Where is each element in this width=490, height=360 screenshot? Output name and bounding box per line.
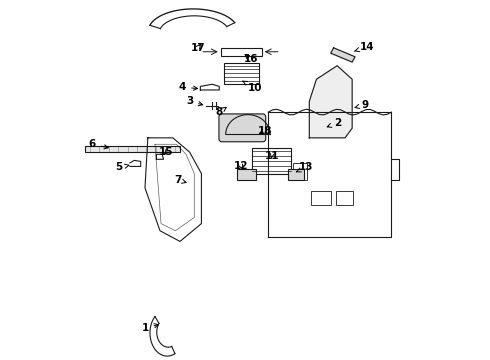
Polygon shape: [331, 48, 355, 62]
Text: 15: 15: [159, 147, 173, 157]
Bar: [336, 192, 353, 205]
Bar: [224, 63, 259, 84]
Polygon shape: [226, 114, 270, 134]
Bar: [85, 147, 180, 152]
Text: 12: 12: [234, 161, 249, 171]
Text: 1: 1: [141, 323, 158, 333]
Polygon shape: [309, 66, 352, 138]
Text: 13: 13: [296, 162, 314, 172]
Text: 11: 11: [265, 151, 279, 161]
Bar: [252, 148, 291, 174]
Bar: [288, 168, 304, 180]
Bar: [237, 168, 256, 180]
Text: 8: 8: [216, 107, 226, 117]
Text: 4: 4: [179, 82, 197, 92]
FancyBboxPatch shape: [219, 114, 266, 142]
Text: 3: 3: [186, 96, 203, 107]
Bar: [311, 192, 331, 205]
Text: 5: 5: [116, 162, 129, 172]
Text: 16: 16: [244, 54, 258, 64]
Text: 10: 10: [243, 81, 262, 93]
Bar: [220, 48, 262, 56]
Text: 7: 7: [174, 175, 186, 185]
Text: 2: 2: [327, 118, 342, 128]
Text: 6: 6: [89, 139, 108, 149]
Text: 17: 17: [191, 43, 205, 53]
Text: 14: 14: [354, 42, 374, 52]
Bar: [293, 163, 307, 180]
Text: 18: 18: [257, 126, 272, 136]
Text: 9: 9: [355, 100, 368, 110]
